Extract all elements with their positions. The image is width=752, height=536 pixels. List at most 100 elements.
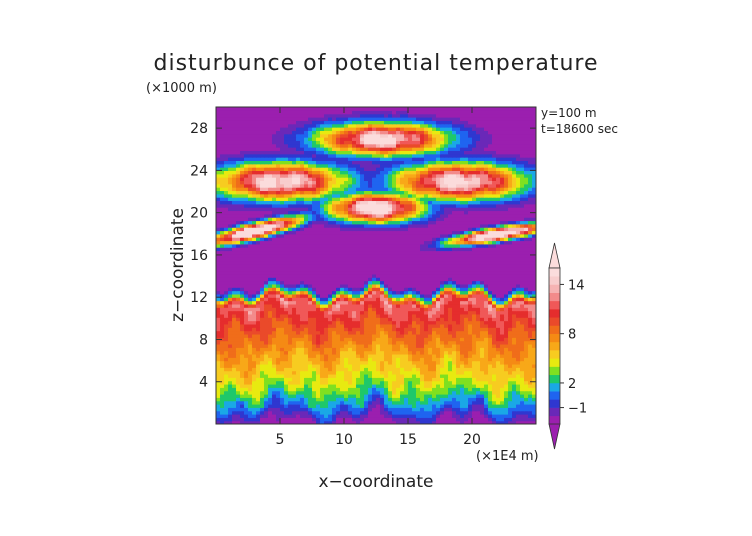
contour-cell <box>276 403 281 408</box>
contour-cell <box>288 233 293 238</box>
contour-cell <box>220 353 225 358</box>
contour-cell <box>328 250 333 255</box>
contour-cell <box>420 350 425 355</box>
contour-cell <box>224 297 229 302</box>
contour-cell <box>264 403 269 408</box>
contour-cell <box>220 330 225 335</box>
contour-cell <box>300 260 305 265</box>
contour-cell <box>428 340 433 345</box>
contour-cell <box>228 403 233 408</box>
contour-cell <box>324 237 329 242</box>
contour-cell <box>416 397 421 402</box>
contour-cell <box>260 273 265 278</box>
contour-cell <box>292 277 297 282</box>
contour-cell <box>216 373 221 378</box>
contour-cell <box>416 377 421 382</box>
contour-cell <box>384 357 389 362</box>
contour-cell <box>340 353 345 358</box>
contour-cell <box>448 280 453 285</box>
contour-cell <box>352 233 357 238</box>
contour-cell <box>312 417 317 422</box>
contour-cell <box>340 417 345 422</box>
contour-cell <box>408 387 413 392</box>
contour-cell <box>428 323 433 328</box>
contour-cell <box>404 310 409 315</box>
contour-cell <box>368 253 373 258</box>
contour-cell <box>320 257 325 262</box>
contour-cell <box>496 263 501 268</box>
contour-cell <box>500 267 505 272</box>
contour-cell <box>228 393 233 398</box>
contour-cell <box>444 363 449 368</box>
contour-cell <box>504 297 509 302</box>
contour-cell <box>472 217 477 222</box>
contour-cell <box>416 420 421 424</box>
contour-cell <box>464 353 469 358</box>
contour-cell <box>312 323 317 328</box>
contour-cell <box>244 393 249 398</box>
contour-cell <box>328 357 333 362</box>
contour-cell <box>336 300 341 305</box>
contour-cell <box>356 370 361 375</box>
contour-cell <box>272 410 277 415</box>
contour-cell <box>524 373 529 378</box>
contour-cell <box>228 377 233 382</box>
contour-cell <box>240 330 245 335</box>
contour-cell <box>348 370 353 375</box>
contour-cell <box>328 240 333 245</box>
contour-cell <box>292 350 297 355</box>
contour-cell <box>420 370 425 375</box>
contour-cell <box>336 310 341 315</box>
contour-cell <box>360 217 365 222</box>
contour-cell <box>308 347 313 352</box>
contour-cell <box>256 340 261 345</box>
contour-cell <box>308 303 313 308</box>
contour-cell <box>448 243 453 248</box>
contour-cell <box>216 383 221 388</box>
contour-cell <box>360 280 365 285</box>
contour-cell <box>224 333 229 338</box>
contour-cell <box>284 300 289 305</box>
contour-cell <box>532 380 536 385</box>
contour-cell <box>304 237 309 242</box>
contour-cell <box>508 347 513 352</box>
contour-cell <box>380 383 385 388</box>
contour-cell <box>500 380 505 385</box>
contour-cell <box>340 393 345 398</box>
contour-cell <box>448 387 453 392</box>
contour-cell <box>392 257 397 262</box>
contour-cell <box>340 220 345 225</box>
contour-cell <box>432 330 437 335</box>
contour-cell <box>220 307 225 312</box>
contour-cell <box>336 323 341 328</box>
contour-cell <box>352 310 357 315</box>
contour-cell <box>276 220 281 225</box>
contour-cell <box>236 227 241 232</box>
contour-cell <box>268 237 273 242</box>
contour-cell <box>456 420 461 424</box>
contour-cell <box>244 273 249 278</box>
contour-cell <box>516 263 521 268</box>
contour-cell <box>240 350 245 355</box>
contour-cell <box>500 317 505 322</box>
contour-cell <box>512 217 517 222</box>
contour-cell <box>504 293 509 298</box>
contour-cell <box>408 393 413 398</box>
contour-cell <box>248 270 253 275</box>
contour-cell <box>500 260 505 265</box>
contour-cell <box>216 303 221 308</box>
contour-cell <box>248 237 253 242</box>
contour-cell <box>324 377 329 382</box>
contour-cell <box>444 280 449 285</box>
contour-cell <box>404 400 409 405</box>
contour-cell <box>520 307 525 312</box>
contour-cell <box>276 243 281 248</box>
contour-cell <box>280 413 285 418</box>
contour-cell <box>288 377 293 382</box>
contour-cell <box>388 233 393 238</box>
contour-cell <box>360 377 365 382</box>
contour-cell <box>436 337 441 342</box>
contour-cell <box>500 303 505 308</box>
contour-cell <box>272 283 277 288</box>
contour-cell <box>344 303 349 308</box>
